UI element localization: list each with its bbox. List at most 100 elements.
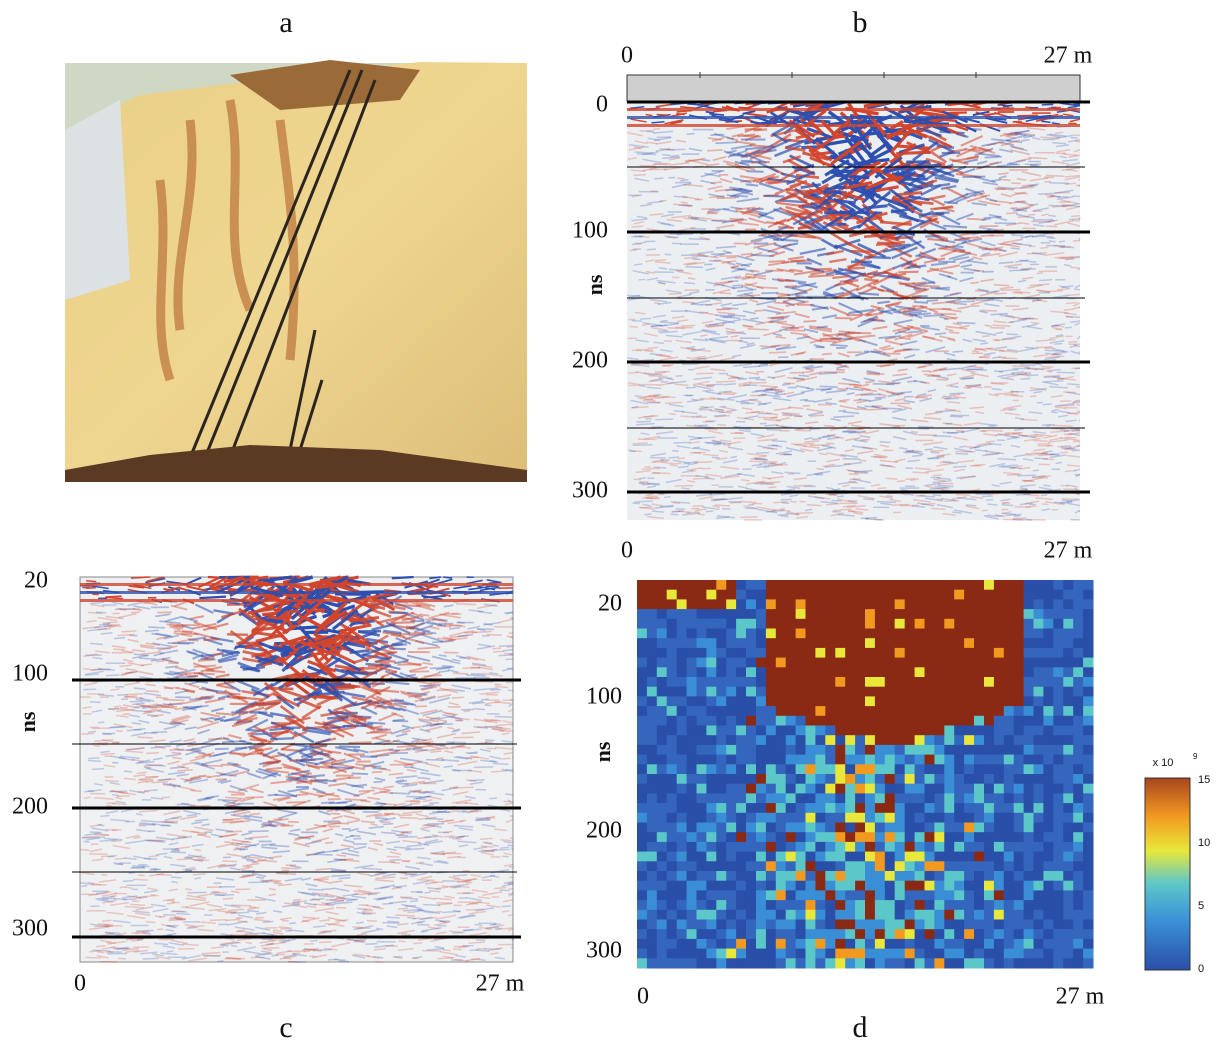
reflection (782, 503, 790, 504)
reflection (960, 301, 975, 302)
reflection (410, 743, 430, 744)
reflection (864, 499, 875, 500)
reflection (133, 879, 148, 880)
reflection (949, 332, 959, 333)
reflection (950, 393, 965, 394)
reflection (194, 849, 201, 850)
reflection (372, 772, 382, 773)
reflection (281, 868, 298, 869)
reflection (988, 426, 995, 427)
reflection (500, 840, 511, 841)
reflection (1021, 318, 1035, 319)
reflection (329, 767, 353, 768)
surface-band (627, 124, 1080, 127)
reflection (824, 426, 834, 427)
reflection (786, 286, 797, 287)
reflection (425, 892, 431, 893)
reflection (723, 384, 736, 385)
reflection (359, 790, 375, 791)
reflection (1068, 294, 1080, 295)
reflection (937, 379, 948, 380)
reflection (485, 740, 495, 741)
reflection (826, 488, 833, 489)
reflection (328, 823, 349, 824)
reflection (97, 952, 104, 953)
reflection (199, 597, 226, 599)
reflection (1014, 187, 1034, 188)
reflection (705, 324, 718, 325)
reflection (707, 150, 723, 151)
reflection (111, 896, 117, 897)
reflection (373, 906, 380, 907)
reflection (1039, 280, 1052, 281)
reflection (843, 459, 860, 460)
reflection (504, 865, 513, 866)
reflection (693, 452, 701, 453)
reflection (495, 684, 502, 685)
reflection (732, 287, 743, 288)
reflection (661, 321, 667, 322)
reflection (226, 831, 242, 832)
reflection (151, 895, 158, 896)
reflection (678, 458, 685, 459)
reflection (647, 131, 654, 132)
reflection (873, 519, 881, 520)
reflection (203, 639, 219, 640)
reflection (674, 442, 691, 443)
reflection (703, 390, 714, 391)
reflection (321, 802, 335, 803)
reflection (1009, 465, 1018, 466)
reflection (110, 726, 124, 727)
reflection (1067, 384, 1080, 385)
reflection (278, 927, 288, 928)
reflection (1036, 273, 1042, 274)
reflection (685, 267, 703, 268)
reflection (1061, 247, 1074, 248)
reflection (684, 283, 695, 284)
reflection (933, 436, 951, 437)
reflection (339, 878, 351, 879)
reflection (724, 392, 737, 393)
reflection (772, 318, 788, 319)
reflection (235, 848, 245, 849)
reflection (176, 914, 189, 915)
reflection (469, 780, 484, 781)
reflection (664, 497, 671, 498)
reflection (480, 838, 492, 839)
reflection (950, 416, 963, 417)
reflection (375, 818, 388, 819)
reflection (795, 444, 815, 445)
reflection (970, 282, 979, 283)
reflection (1012, 292, 1023, 293)
reflection (717, 425, 726, 426)
reflection (231, 905, 251, 906)
reflection (782, 415, 792, 416)
reflection (399, 815, 412, 816)
reflection (996, 189, 1006, 190)
reflection (988, 504, 998, 505)
reflection (492, 849, 511, 850)
reflection (967, 369, 987, 370)
reflection (106, 596, 122, 597)
reflection (999, 179, 1010, 180)
reflection (1074, 289, 1080, 290)
reflection (1049, 183, 1069, 184)
reflection (810, 415, 824, 416)
reflection (92, 769, 104, 770)
reflection (1015, 193, 1028, 194)
reflection (395, 915, 415, 916)
reflection (703, 421, 714, 422)
reflection (328, 799, 341, 800)
reflection (495, 716, 513, 717)
reflection (512, 779, 513, 780)
reflection (822, 354, 832, 355)
reflection (171, 902, 179, 903)
reflection (817, 469, 824, 470)
reflection (1052, 143, 1066, 144)
reflection (986, 441, 995, 442)
reflection (501, 906, 510, 907)
reflection (106, 675, 119, 676)
reflection (932, 495, 941, 496)
reflection (1011, 183, 1020, 184)
